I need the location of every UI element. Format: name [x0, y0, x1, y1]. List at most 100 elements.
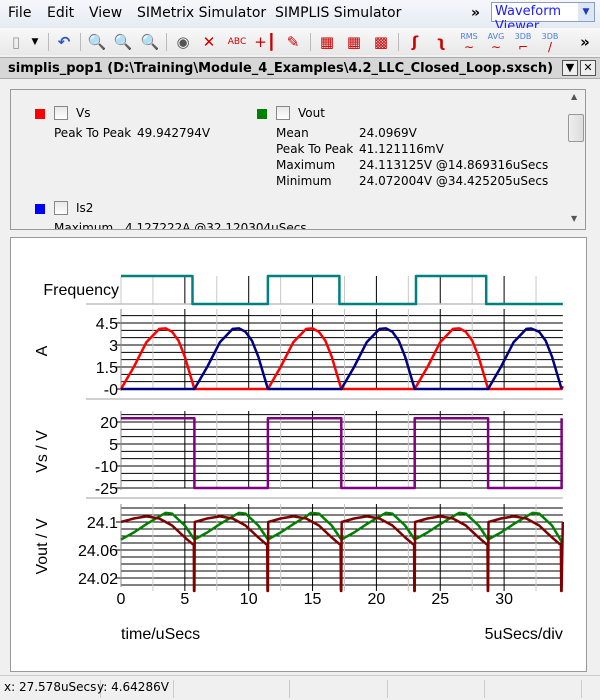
vs-checkbox[interactable]: [54, 106, 68, 120]
rise-icon[interactable]: ʃ: [411, 33, 419, 51]
zoom-horizontal-icon[interactable]: 🔍: [113, 33, 133, 51]
undo-icon[interactable]: ↶: [57, 33, 71, 51]
x-tick-label: 20: [368, 591, 386, 608]
is2-name: Is2: [76, 201, 94, 215]
y-tick-label: -0: [104, 382, 118, 399]
window-menu-button[interactable]: ▼: [562, 60, 578, 76]
x-tick-label: 30: [495, 591, 513, 608]
scroll-down-icon[interactable]: ▼: [571, 214, 578, 223]
vs-measure-label: Peak To Peak: [54, 126, 132, 140]
waveform-series-1-1: [121, 327, 563, 391]
y-tick-label: 24.1: [87, 515, 118, 532]
y-axis-label: Frequency: [43, 282, 119, 299]
vout-p2p-value: 41.121116mV: [359, 142, 444, 156]
y-tick-label: 1.5: [96, 360, 118, 377]
is2-max-value: 4.127222A @32.120304uSecs: [125, 221, 307, 230]
3db-high-icon[interactable]: 3DB /: [541, 32, 559, 54]
waveform-chart: Frequency 4.5 3 1.5 -0 A 20 5 -10 -25 Vs / V 24.1 24…: [34, 274, 565, 643]
waveform-series-3-0: [120, 511, 564, 543]
y-tick-label: -25: [95, 481, 118, 498]
vout-min-value: 24.072004V @34.425205uSecs: [359, 174, 549, 188]
avg-label: AVG: [487, 32, 505, 41]
status-bar: x: 27.578uSecs y: 4.64286V: [0, 675, 600, 700]
vout-p2p-label: Peak To Peak: [276, 142, 354, 156]
y-tick-label: 4.5: [96, 316, 118, 333]
x-tick-label: 5: [180, 591, 189, 608]
vout-max-label: Maximum: [276, 158, 336, 172]
y-axis-label: Vs / V: [34, 430, 51, 473]
hide-icon[interactable]: ✕: [202, 33, 216, 51]
zoom-box-icon[interactable]: 🔍: [140, 33, 160, 51]
3db-low-icon[interactable]: 3DB ⌐: [514, 32, 532, 54]
y-tick-label: 5: [109, 437, 118, 454]
zoom-vertical-icon[interactable]: 🔍: [87, 33, 107, 51]
document-title: simplis_pop1 (D:\Training\Module_4_Examp…: [8, 61, 554, 76]
vs-name: Vs: [76, 106, 91, 120]
status-pane: [290, 680, 388, 698]
y-axis-label: A: [34, 345, 51, 356]
rms-icon[interactable]: RMS ∼: [460, 32, 478, 54]
is2-color-swatch: [35, 204, 45, 214]
3db-label: 3DB: [514, 32, 532, 41]
vout-checkbox[interactable]: [276, 106, 290, 120]
menu-edit[interactable]: Edit: [47, 5, 75, 21]
x-scale-label: 5uSecs/div: [485, 626, 563, 643]
cursor-icon[interactable]: +┃: [254, 33, 276, 51]
x-tick-label: 0: [117, 591, 126, 608]
vout-color-swatch: [257, 109, 267, 119]
vout-mean-label: Mean: [276, 126, 309, 140]
is2-checkbox[interactable]: [54, 201, 68, 215]
x-tick-label: 15: [304, 591, 322, 608]
status-pane: [190, 680, 290, 698]
waveform-plot[interactable]: Frequency 4.5 3 1.5 -0 A 20 5 -10 -25 Vs / V 24.1 24…: [10, 237, 587, 672]
label-icon[interactable]: ABC: [227, 37, 247, 47]
dropdown-icon[interactable]: ▼: [31, 37, 39, 47]
edit-curve-icon[interactable]: ✎: [286, 33, 300, 51]
waveform-series-1-0: [119, 327, 564, 391]
menu-file[interactable]: File: [8, 5, 32, 21]
new-icon[interactable]: ▯: [11, 33, 21, 51]
menu-simetrix-simulator[interactable]: SIMetrix Simulator: [137, 5, 267, 21]
vout-name: Vout: [298, 106, 325, 120]
viewer-select[interactable]: Waveform Viewer ▼: [491, 2, 595, 34]
vs-measure-value: 49.942794V: [137, 126, 211, 140]
menu-simplis-simulator[interactable]: SIMPLIS Simulator: [275, 5, 402, 21]
y-tick-label: 20: [100, 415, 118, 432]
rms-label: RMS: [460, 32, 478, 41]
waveform-series-0-0: [121, 274, 563, 306]
legend-panel: Vs Peak To Peak 49.942794V Vout Mean 24.…: [10, 89, 586, 230]
x-axis-label: time/uSecs: [121, 626, 200, 643]
grid-2-icon[interactable]: ▦: [346, 33, 362, 51]
x-tick-label: 10: [240, 591, 258, 608]
waveform-series-2-0: [121, 417, 563, 490]
show-icon[interactable]: ◉: [176, 33, 190, 51]
close-icon[interactable]: ✕: [580, 60, 596, 76]
avg-icon[interactable]: AVG ∼: [487, 32, 505, 54]
y-tick-label: 3: [109, 338, 118, 355]
y-tick-label: 24.06: [78, 543, 118, 560]
x-tick-label: 25: [431, 591, 449, 608]
legend-scrollbar[interactable]: ▲ ▼: [567, 90, 585, 229]
menu-overflow-button[interactable]: »: [471, 5, 481, 21]
grid-edit-icon[interactable]: ▩: [373, 33, 389, 51]
document-title-bar: simplis_pop1 (D:\Training\Module_4_Examp…: [0, 57, 600, 79]
vs-color-swatch: [35, 109, 45, 119]
status-pane: [485, 680, 582, 698]
fall-icon[interactable]: ʅ: [436, 33, 446, 51]
y-tick-label: 24.02: [78, 571, 118, 588]
y-tick-label: -10: [95, 459, 118, 476]
vout-mean-value: 24.0969V: [359, 126, 417, 140]
grid-icon[interactable]: ▦: [319, 33, 335, 51]
3db-label: 3DB: [541, 32, 559, 41]
vout-min-label: Minimum: [276, 174, 332, 188]
cursor-x-readout: x: 27.578uSecs: [0, 680, 102, 698]
chevron-down-icon: ▼: [578, 3, 594, 21]
scroll-thumb[interactable]: [568, 114, 584, 142]
toolbar-overflow-button[interactable]: »: [580, 33, 590, 51]
menu-bar: File Edit View SIMetrix Simulator SIMPLI…: [0, 0, 600, 34]
y-axis-label: Vout / V: [34, 518, 51, 574]
is2-max-label: Maximum: [54, 221, 114, 230]
status-pane: [388, 680, 485, 698]
scroll-up-icon[interactable]: ▲: [571, 92, 578, 101]
menu-view[interactable]: View: [89, 5, 123, 21]
